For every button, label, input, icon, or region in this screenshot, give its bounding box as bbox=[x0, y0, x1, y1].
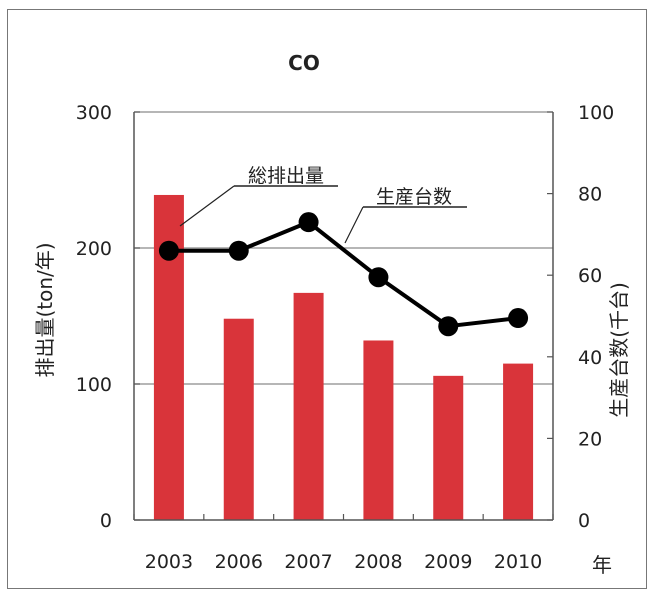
axis-layer: 0 100 200 300 0 20 40 60 80 100 2003 2006 2007 2008 20… bbox=[76, 102, 615, 573]
y2-tick-label: 80 bbox=[578, 184, 602, 206]
bar bbox=[433, 375, 464, 520]
y2-tick-label: 0 bbox=[578, 510, 590, 532]
annotation-production: 生産台数 bbox=[376, 186, 452, 208]
line-point bbox=[158, 240, 179, 261]
bar bbox=[363, 340, 394, 520]
x-tick-label: 2006 bbox=[215, 551, 263, 573]
y-tick-label: 200 bbox=[76, 238, 112, 260]
bar-layer bbox=[153, 194, 534, 520]
line-point bbox=[508, 308, 529, 329]
annotation-total-emission: 総排出量 bbox=[248, 165, 324, 187]
x-tick-label: 2008 bbox=[354, 551, 402, 573]
y2-tick-label: 100 bbox=[578, 102, 614, 124]
y-tick-label: 0 bbox=[100, 510, 112, 532]
x-axis-title: 年 bbox=[592, 553, 612, 577]
chart-frame bbox=[7, 9, 647, 589]
y2-tick-label: 40 bbox=[578, 347, 602, 369]
annotation-production-leader bbox=[344, 206, 364, 244]
chart-title: CO bbox=[288, 51, 320, 75]
y-tick-label: 100 bbox=[76, 374, 112, 396]
bar bbox=[293, 292, 324, 520]
bar bbox=[503, 363, 534, 520]
label-layer: CO 年 排出量(ton/年) 生産台数(千台) 総排出量 生産台数 bbox=[33, 51, 631, 577]
bar bbox=[223, 318, 254, 520]
y-axis-title: 排出量(ton/年) bbox=[33, 242, 57, 377]
line-layer bbox=[158, 212, 529, 337]
line-point bbox=[438, 316, 459, 337]
y2-axis-title: 生産台数(千台) bbox=[607, 282, 631, 418]
x-tick-label: 2009 bbox=[424, 551, 472, 573]
production-line bbox=[168, 220, 519, 329]
line-point bbox=[298, 212, 319, 233]
x-tick-label: 2003 bbox=[145, 551, 193, 573]
line-point bbox=[228, 240, 249, 261]
y-tick-label: 300 bbox=[76, 102, 112, 124]
y2-tick-label: 60 bbox=[578, 265, 602, 287]
line-point bbox=[368, 267, 389, 288]
annotation-total-emission-leader bbox=[179, 185, 235, 227]
x-tick-label: 2007 bbox=[284, 551, 332, 573]
y2-tick-label: 20 bbox=[578, 428, 602, 450]
x-tick-label: 2010 bbox=[494, 551, 542, 573]
